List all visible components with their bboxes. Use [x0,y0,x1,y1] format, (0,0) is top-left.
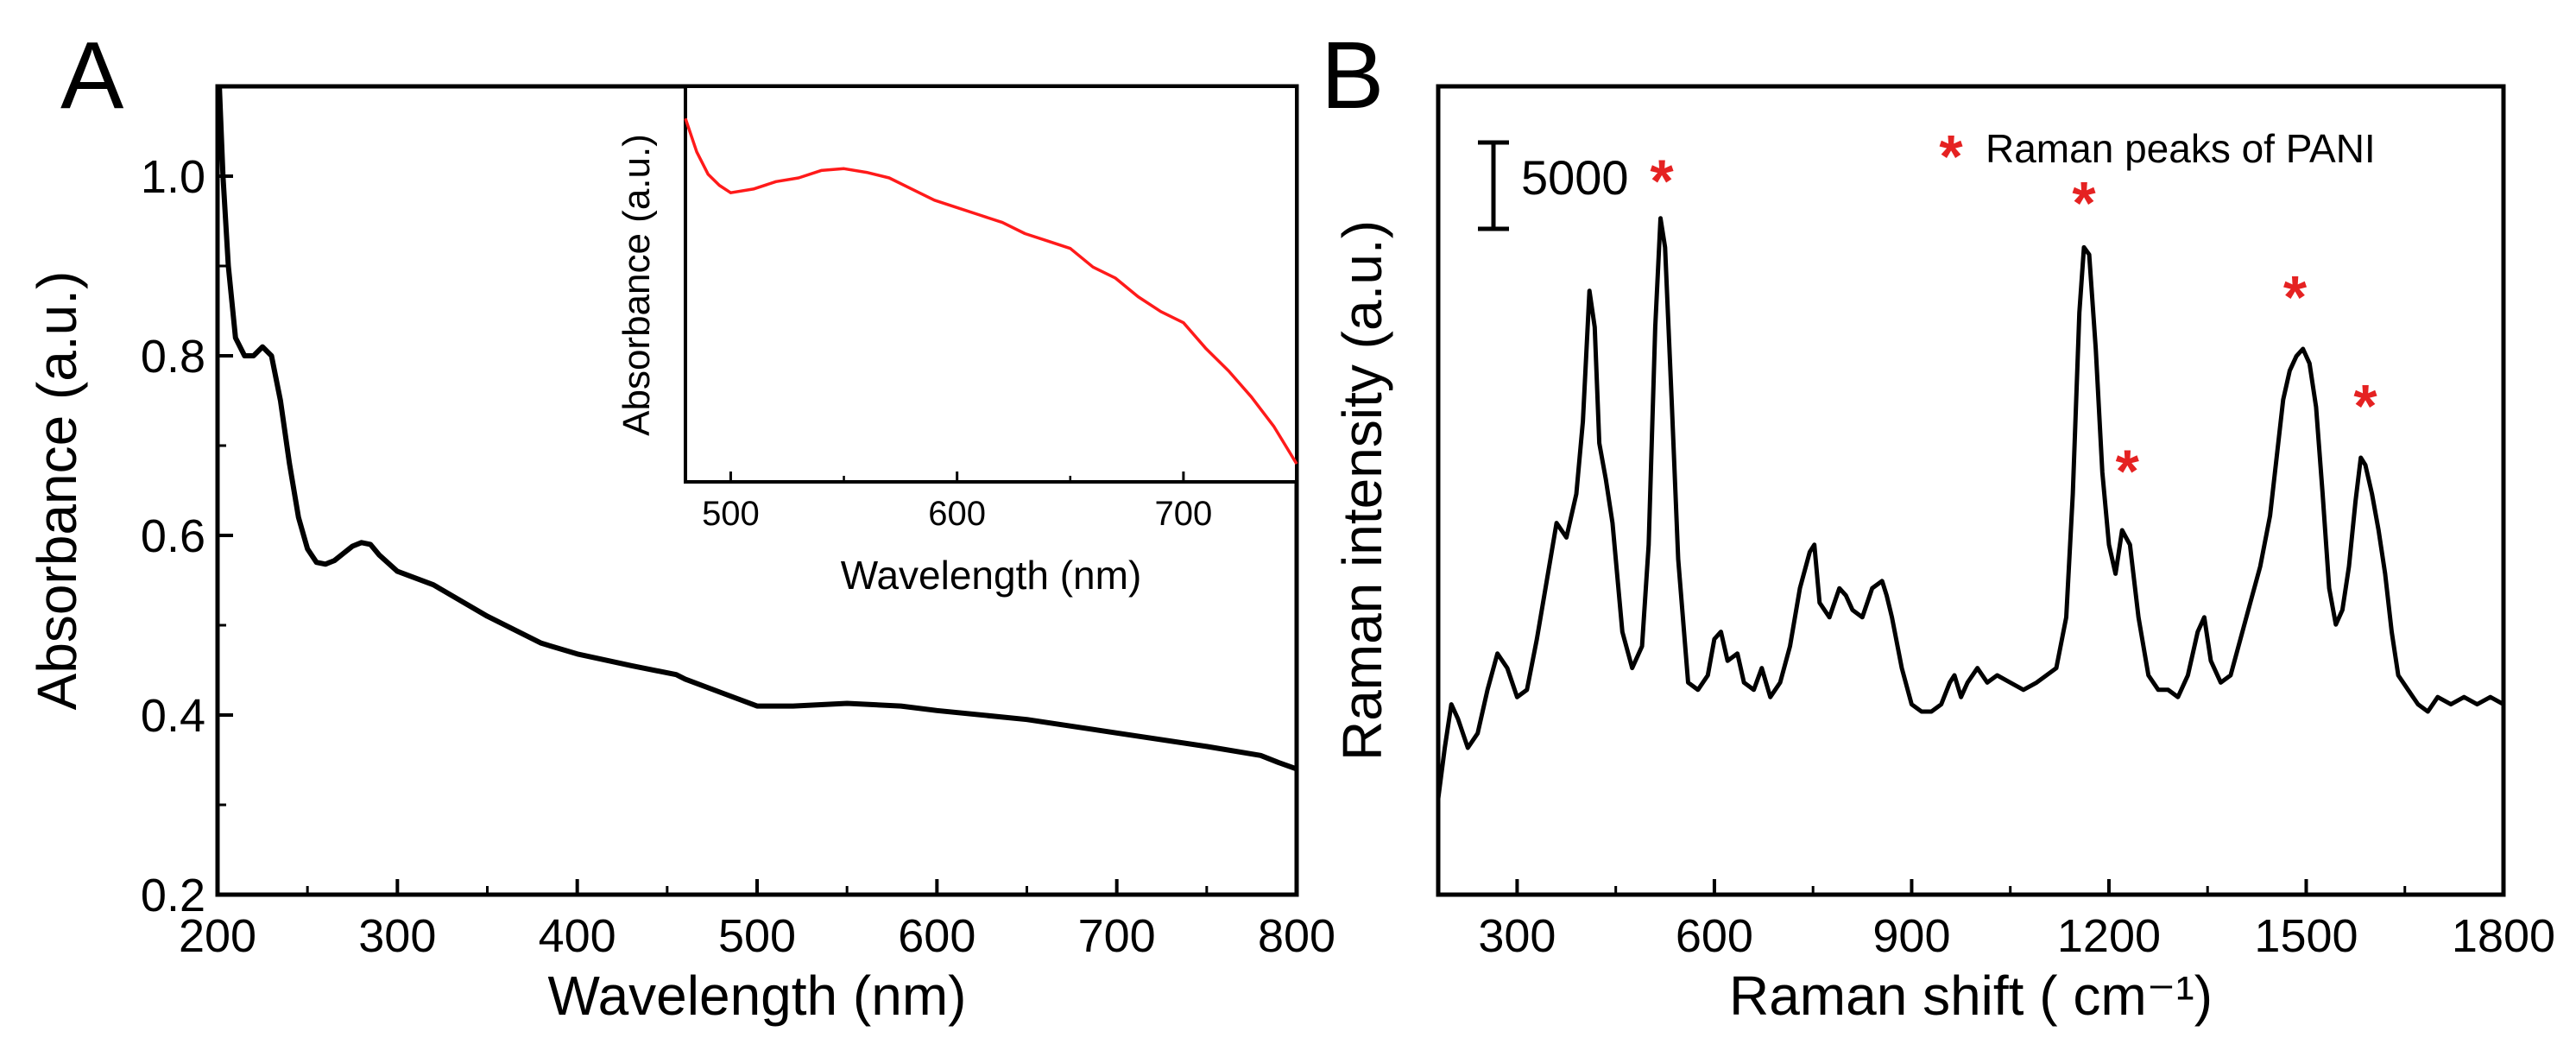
panel-a-y-tick-label: 0.4 [141,690,205,742]
peak-asterisk-marker: * [1650,148,1674,215]
inset-y-axis-label: Absorbance (a.u.) [616,134,658,436]
panel-b-x-tick-label: 300 [1478,910,1556,962]
inset-x-tick-label: 500 [702,495,760,533]
panel-a-x-tick-label: 300 [358,910,436,962]
panel-b: B 300 600 900 1200 1500 1800 Raman shift ( cm… [1321,22,2555,1027]
panel-a-y-tick-label: 0.6 [141,510,205,562]
panel-b-x-tick-label: 600 [1676,910,1753,962]
scale-bar-label: 5000 [1521,150,1629,205]
panel-a-y-axis-label: Absorbance (a.u.) [26,271,88,711]
peak-asterisk-marker: * [2116,438,2140,505]
intensity-scale-bar: 5000 [1478,140,1629,231]
legend-label: Raman peaks of PANI [1986,126,2376,171]
legend: * Raman peaks of PANI [1939,123,2375,190]
panel-a-x-tick-label: 500 [718,910,796,962]
panel-a-x-tick-label: 700 [1078,910,1156,962]
panel-b-x-tick-label: 1500 [2254,910,2358,962]
panel-b-plot-frame [1436,84,2506,897]
panel-a-y-tick-label: 0.8 [141,331,205,383]
inset-x-tick-label: 600 [928,495,986,533]
inset-x-tick-label: 700 [1155,495,1213,533]
peak-markers: * * * * * [1650,148,2377,505]
panel-a-x-tick-label: 600 [898,910,975,962]
panel-a-x-tick-labels: 200 300 400 500 600 700 800 [179,910,1335,962]
panel-a-inset: 500 600 700 Wavelength (nm) Absorbance (a.… [616,85,1298,598]
inset-x-axis-label: Wavelength (nm) [841,553,1142,598]
peak-asterisk-marker: * [2072,169,2096,237]
panel-a-absorbance-line [217,85,1297,772]
panel-b-x-tick-label: 1800 [2452,910,2555,962]
inset-absorbance-line [684,117,1298,465]
inset-frame [684,85,1298,484]
panel-b-label: B [1321,22,1384,129]
panel-a-y-tick-labels: 0.2 0.4 0.6 0.8 1.0 [141,151,205,921]
panel-b-x-tick-labels: 300 600 900 1200 1500 1800 [1478,910,2555,962]
panel-a-y-tick-label: 0.2 [141,870,205,921]
inset-ticks [729,472,1185,482]
panel-b-raman-line [1436,216,2505,800]
panel-a-x-tick-label: 400 [539,910,616,962]
panel-a: A 200 300 400 500 600 700 800 0.20.40.60.81.0 … [26,22,1335,1027]
panel-a-y-tick-label: 1.0 [141,151,205,203]
peak-asterisk-marker: * [2283,263,2308,331]
panel-a-label: A [60,22,124,129]
panel-b-x-tick-label: 900 [1872,910,1950,962]
inset-x-tick-labels: 500 600 700 [702,495,1212,533]
panel-b-x-tick-label: 1200 [2057,910,2161,962]
peak-asterisk-marker: * [2353,372,2377,440]
panel-b-ticks [1515,879,2505,895]
legend-asterisk-marker: * [1939,123,1963,190]
panel-a-x-tick-label: 800 [1258,910,1335,962]
panel-b-x-axis-label: Raman shift ( cm⁻¹) [1729,965,2213,1027]
panel-a-x-axis-label: Wavelength (nm) [548,965,967,1027]
panel-a-x-tick-label: 200 [179,910,256,962]
panel-b-y-axis-label: Raman intensity (a.u.) [1331,220,1393,761]
